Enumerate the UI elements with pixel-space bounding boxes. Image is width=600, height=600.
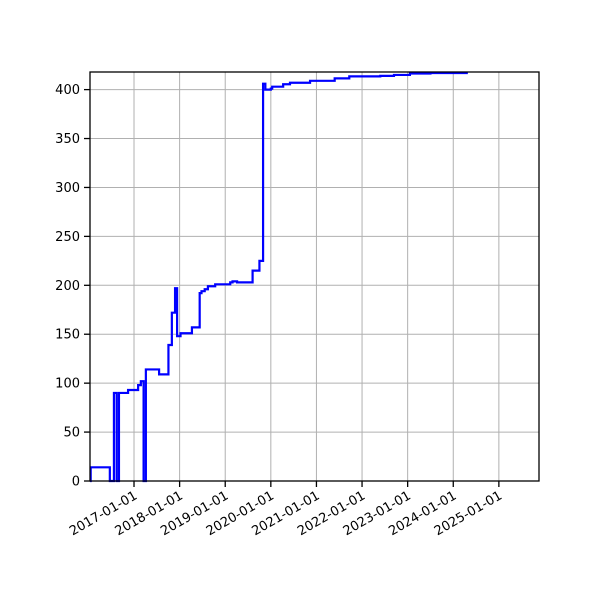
series-line-group [89,71,468,483]
y-tick-label: 300 [55,181,80,196]
y-tick-labels: 0 50 100 150 200 250 300 350 400 [55,83,80,489]
y-tick-label: 250 [55,230,80,245]
gridlines [90,72,539,481]
y-tick-label: 150 [55,328,80,343]
data-step-line [89,71,468,483]
y-tick-label: 350 [55,132,80,147]
axes-and-ticks [84,71,540,487]
y-tick-label: 400 [55,83,80,98]
x-tick-labels: 2017-01-012018-01-012019-01-012020-01-01… [67,488,505,539]
y-tick-label: 100 [55,377,80,392]
y-tick-label: 0 [72,475,80,490]
y-tick-label: 200 [55,279,80,294]
plot-border [89,71,540,482]
y-tick-label: 50 [63,426,80,441]
